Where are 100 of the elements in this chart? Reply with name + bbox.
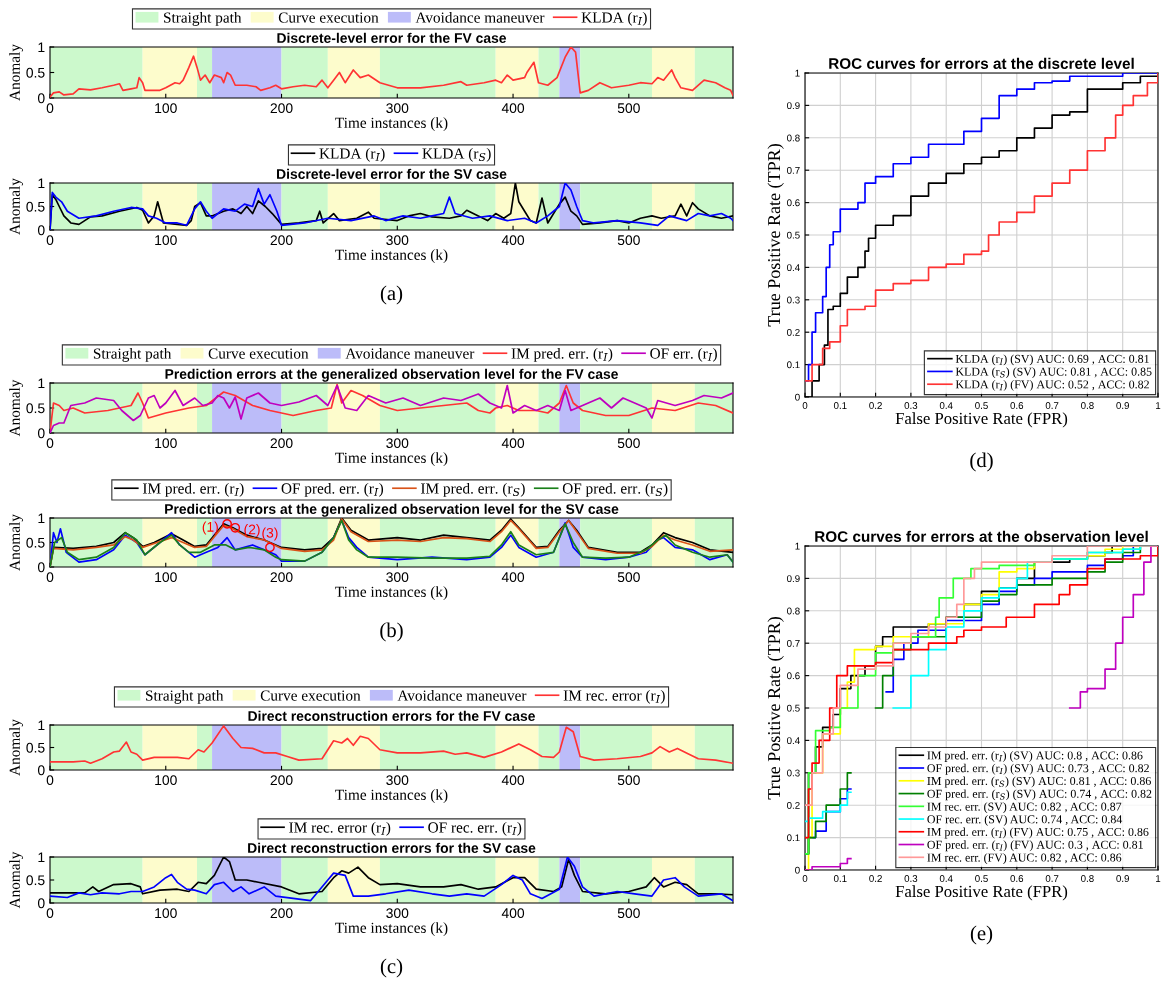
text: (c) [380,958,403,978]
y-tick-label: 0 [37,765,45,776]
x-tick-label: 0 [46,235,54,246]
x-tick-label: 200 [270,235,293,246]
y-axis-title: Anomaly [9,178,24,235]
y-tick-label: 0.5 [26,742,45,753]
x-tick-label: 400 [501,438,525,449]
y-tick-label: 0.3 [787,769,800,777]
y-tick-label: 0.6 [787,672,800,680]
x-tick-label: 1 [1156,402,1161,409]
x-tick-label: 0 [46,572,54,583]
legend-label: OF pred. err. (r$_{I}$) (SV) AUC: 0.73 , ACC: 0.82 [927,763,1149,775]
x-tick-label: 400 [501,235,525,246]
chart-title: Prediction errors at the generalized observation level for the FV case [165,368,618,382]
x-tick-label: 500 [617,438,640,449]
text: (a) [380,285,403,305]
y-axis-title: Anomaly [9,851,24,909]
x-tick-label: 500 [617,775,640,786]
legend-label: IM pred. err. (r$_{I}$) [511,347,613,362]
y-tick-label: 0.8 [787,607,800,615]
legend-label: KLDA (r$_{I}$) (SV) AUC: 0.69 , ACC: 0.81 [955,354,1149,366]
x-tick-label: 0.5 [975,402,988,409]
y-axis-title: Anomaly [9,514,24,571]
x-tick-label: 200 [270,103,293,114]
x-tick-label: 500 [617,572,640,583]
x-axis-title: Time instances (k) [335,249,448,264]
x-tick-label: 0.1 [833,875,847,882]
y-axis-title: Anomaly [9,719,24,776]
y-tick-label: 0.5 [787,704,800,712]
y-tick-label: 0 [37,93,45,104]
x-tick-label: 0 [802,875,808,882]
y-tick-label: 0.1 [787,834,800,842]
x-tick-label: 400 [501,775,525,786]
x-tick-label: 100 [155,438,177,449]
legend-label: IM rec. err. (FV) AUC: 0.82 , ACC: 0.86 [927,853,1122,865]
x-tick-label: 0.6 [1010,875,1024,882]
y-tick-label: 1 [38,378,45,389]
x-tick-label: 0.7 [1045,402,1059,409]
x-axis-title: False Positive Rate (FPR) [895,412,1068,428]
legend-label: IM rec. error (r$_{I}$) [563,689,665,704]
chart-title: Direct reconstruction errors for the FV case [248,710,535,721]
legend-label: IM pred. err. (r$_{S}$) [421,482,525,497]
x-tick-label: 500 [617,908,640,919]
legend-label: IM pred. err. (r$_{S}$) (SV) AUC: 0.81 , ACC: 0.86 [927,776,1151,788]
y-tick-label: 1 [38,513,45,524]
x-tick-label: 100 [155,775,177,786]
x-tick-label: 0.9 [1116,875,1129,882]
text: (e) [970,925,993,945]
chart-title: Prediction errors at the generalized observation level for the SV case [165,503,619,517]
y-tick-label: 1 [795,542,800,550]
x-tick-label: 1 [1156,875,1161,882]
x-tick-label: 300 [386,572,409,583]
y-tick-label: 0.4 [787,264,800,272]
x-tick-label: 0.2 [869,875,882,882]
legend-label: OF err. (r$_{I}$) [650,347,717,362]
x-tick-label: 300 [386,908,409,919]
legend-label: IM pred. err. (r$_{I}$) (SV) AUC: 0.8 , ACC: 0.86 [927,751,1143,762]
legend-label: Straight path [164,11,242,26]
legend-label: Straight path [146,689,224,704]
x-axis-title: False Positive Rate (FPR) [895,885,1068,901]
y-tick-label: 0.1 [787,361,800,369]
x-axis-title: Time instances (k) [335,117,448,132]
chart-title: ROC curves for errors at the discrete level [829,57,1134,69]
x-tick-label: 0.8 [1081,875,1094,882]
y-tick-label: 0 [795,393,800,401]
x-tick-label: 200 [270,908,293,919]
x-tick-label: 0.6 [1010,402,1024,409]
y-tick-label: 0.7 [787,166,800,174]
chart-title: ROC curves for errors at the observation level [815,530,1148,542]
legend-label: Avoidance maneuver [345,347,475,359]
x-axis-title: Time instances (k) [335,452,448,467]
x-axis-title: Time instances (k) [335,922,448,937]
x-tick-label: 0 [46,908,54,919]
text: (b) [380,622,403,642]
chart-title: Discrete-level error for the SV case [277,168,507,179]
x-tick-label: 300 [386,438,409,449]
y-axis-title: Anomaly [9,379,24,437]
y-tick-label: 0.4 [787,737,800,745]
y-tick-label: 0.7 [787,639,800,647]
x-tick-label: 0.1 [833,402,847,409]
annotation: (3) [262,527,278,541]
y-tick-label: 1 [38,42,45,53]
y-tick-label: 0.5 [26,67,45,78]
chart-title: Direct reconstruction errors for the SV case [248,842,536,853]
y-tick-label: 1 [38,852,45,863]
chart-title: Discrete-level error for the FV case [277,32,507,43]
legend-label: Straight path [93,347,172,362]
y-tick-label: 0.2 [787,801,800,809]
x-tick-label: 0.5 [975,875,988,882]
y-tick-label: 1 [38,720,45,731]
legend-label: Curve execution [260,690,361,701]
legend-label: OF pred. err. (r$_{S}$) [562,482,668,497]
x-tick-label: 0 [46,438,54,449]
x-tick-label: 0 [46,775,54,786]
y-axis-title: Anomaly [9,44,24,101]
x-tick-label: 400 [501,103,525,114]
text: (d) [970,452,993,472]
annotation: (1) [202,521,218,535]
x-tick-label: 0 [802,402,808,409]
x-tick-label: 0.4 [939,875,953,882]
